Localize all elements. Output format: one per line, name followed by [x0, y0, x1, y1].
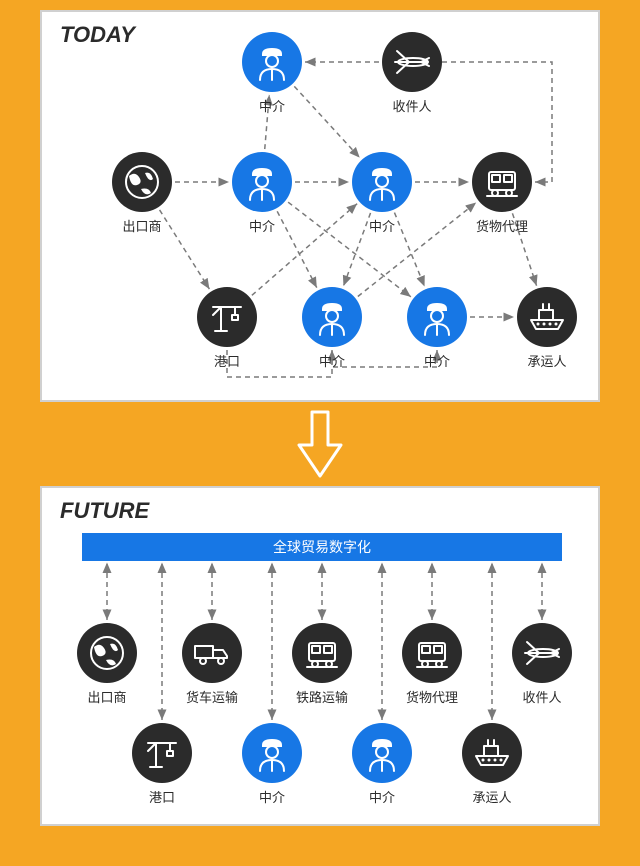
person-icon	[232, 152, 292, 212]
node-label: 货物代理	[467, 216, 537, 235]
node-f_broker2: 中介	[347, 723, 417, 806]
page-root: TODAY 中介 收件人 出口商 中介	[0, 0, 640, 866]
node-label: 承运人	[512, 351, 582, 370]
node-f_rail: 铁路运输	[287, 623, 357, 706]
node-t_broker1: 中介	[237, 32, 307, 115]
crane-icon	[132, 723, 192, 783]
hub-label: 全球贸易数字化	[273, 539, 371, 555]
node-t_carrier: 承运人	[512, 287, 582, 370]
node-f_freight: 货物代理	[397, 623, 467, 706]
title-future: FUTURE	[60, 498, 149, 524]
panel-future: FUTURE 全球贸易数字化 出口商 货车运输 铁路运输	[40, 486, 600, 826]
panel-today: TODAY 中介 收件人 出口商 中介	[40, 10, 600, 402]
node-t_exporter: 出口商	[107, 152, 177, 235]
node-label: 中介	[347, 216, 417, 235]
node-label: 出口商	[72, 687, 142, 706]
ship-icon	[517, 287, 577, 347]
node-t_broker5: 中介	[402, 287, 472, 370]
truck-icon	[182, 623, 242, 683]
node-t_broker2: 中介	[227, 152, 297, 235]
node-label: 货物代理	[397, 687, 467, 706]
node-t_broker3: 中介	[347, 152, 417, 235]
transition-arrow	[295, 410, 345, 480]
person-icon	[302, 287, 362, 347]
plane-icon	[382, 32, 442, 92]
hub-bar: 全球贸易数字化	[82, 533, 562, 561]
node-f_carrier: 承运人	[457, 723, 527, 806]
person-icon	[352, 152, 412, 212]
plane-icon	[512, 623, 572, 683]
node-f_truck: 货车运输	[177, 623, 247, 706]
train-icon	[292, 623, 352, 683]
node-label: 中介	[227, 216, 297, 235]
node-t_port: 港口	[192, 287, 262, 370]
node-label: 承运人	[457, 787, 527, 806]
title-today: TODAY	[60, 22, 135, 48]
node-label: 中介	[237, 787, 307, 806]
train-icon	[402, 623, 462, 683]
ship-icon	[462, 723, 522, 783]
globe-icon	[77, 623, 137, 683]
crane-icon	[197, 287, 257, 347]
node-label: 港口	[192, 351, 262, 370]
node-label: 中介	[297, 351, 367, 370]
node-f_broker1: 中介	[237, 723, 307, 806]
node-label: 中介	[402, 351, 472, 370]
node-t_freight: 货物代理	[467, 152, 537, 235]
node-label: 中介	[347, 787, 417, 806]
node-f_recv: 收件人	[507, 623, 577, 706]
node-t_broker4: 中介	[297, 287, 367, 370]
node-label: 出口商	[107, 216, 177, 235]
person-icon	[242, 723, 302, 783]
node-f_port: 港口	[127, 723, 197, 806]
node-f_exporter: 出口商	[72, 623, 142, 706]
train-icon	[472, 152, 532, 212]
globe-icon	[112, 152, 172, 212]
node-label: 中介	[237, 96, 307, 115]
node-label: 铁路运输	[287, 687, 357, 706]
node-label: 货车运输	[177, 687, 247, 706]
person-icon	[242, 32, 302, 92]
node-label: 港口	[127, 787, 197, 806]
node-label: 收件人	[507, 687, 577, 706]
node-label: 收件人	[377, 96, 447, 115]
node-t_recv: 收件人	[377, 32, 447, 115]
person-icon	[407, 287, 467, 347]
person-icon	[352, 723, 412, 783]
